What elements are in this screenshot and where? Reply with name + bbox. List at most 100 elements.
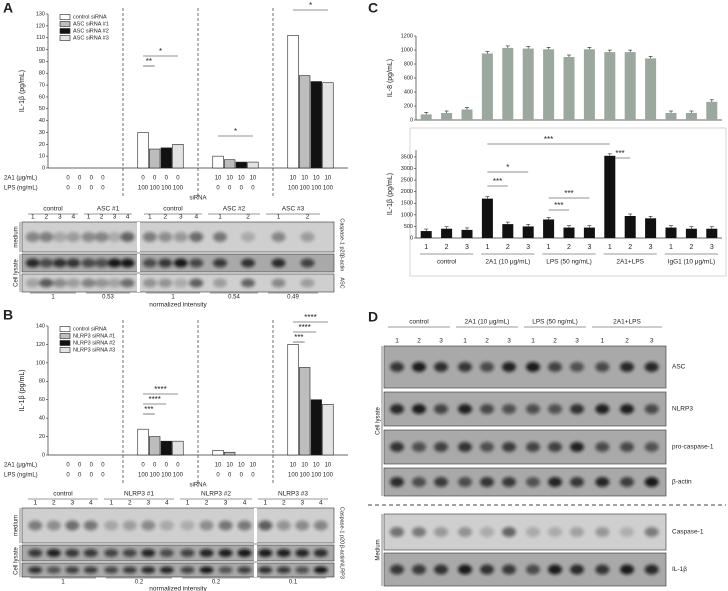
x-tick-label: 1 — [608, 244, 612, 251]
blot-band — [644, 527, 659, 537]
blot — [383, 513, 667, 551]
y-axis-label: IL-8 (pg/mL) — [387, 59, 394, 97]
blot-band — [434, 442, 448, 452]
blot-band — [141, 566, 156, 574]
blot-band — [390, 404, 404, 414]
bar — [481, 53, 493, 120]
row-value: 100 — [311, 473, 322, 479]
legend-label: NLRP3 siRNA #1 — [73, 333, 115, 339]
blot-band — [480, 362, 494, 372]
bar — [299, 367, 311, 456]
blot-band — [480, 442, 494, 452]
blot-band — [644, 404, 659, 414]
blot-band — [107, 258, 122, 268]
blot-band — [300, 258, 315, 268]
intensity-value: 1 — [61, 580, 65, 586]
blot-band — [120, 278, 135, 288]
intensity-value: 0.2 — [212, 580, 221, 586]
row-value: 0 — [216, 473, 220, 479]
blot-group-label: control — [409, 319, 429, 326]
intensity-value: 0.53 — [102, 295, 114, 301]
blot-row-label: Caspase-1 p20 — [339, 507, 345, 544]
bar — [299, 75, 311, 169]
blot-band — [199, 566, 214, 574]
blot-side-label: Cell lysate — [376, 407, 382, 435]
lane-label: 2 — [553, 338, 557, 345]
blot-band — [390, 442, 404, 452]
x-tick-label: 1 — [547, 244, 551, 251]
blot-band — [390, 477, 404, 487]
y-tick-label: 20 — [39, 434, 45, 440]
significance-label: ** — [146, 57, 152, 66]
blot-row-label: β-actin — [339, 255, 345, 272]
lane-label: 1 — [463, 338, 467, 345]
y-tick-label: 140 — [36, 323, 45, 329]
legend-label: ASC siRNA #2 — [73, 28, 109, 34]
blot — [383, 429, 667, 465]
y-tick-label: 60 — [39, 94, 45, 100]
blot-band — [65, 549, 80, 557]
row-value: 0 — [153, 463, 157, 469]
blot-band — [570, 564, 584, 575]
group-label: control — [437, 259, 457, 266]
blot-band — [46, 549, 61, 557]
blot-band — [81, 232, 96, 242]
row-label: 2A1 (μg/mL) — [4, 176, 37, 182]
blot-band — [458, 442, 472, 452]
blot-band — [570, 404, 584, 414]
lane-label: 2 — [52, 500, 56, 507]
blot-band — [213, 258, 227, 268]
blot-band — [66, 258, 81, 268]
significance-label: *** — [544, 135, 553, 144]
blot-side-label: medium — [14, 226, 20, 247]
blot-band — [189, 258, 204, 268]
row-value: 0 — [240, 473, 244, 479]
blot-band — [173, 232, 188, 242]
blot-band — [434, 564, 448, 575]
lane-label: 1 — [186, 500, 190, 507]
row-value: 0 — [165, 176, 169, 182]
blot-band — [570, 442, 584, 452]
lane-label: 2 — [205, 500, 209, 507]
x-tick-label: 2 — [445, 244, 449, 251]
blot-band — [502, 527, 516, 537]
blot-band — [104, 566, 119, 574]
blot-band — [39, 258, 54, 268]
blot-band — [412, 527, 426, 537]
row-value: 0 — [66, 176, 70, 182]
blot-band — [241, 258, 255, 268]
blot-band — [595, 404, 610, 414]
x-tick-label: 2 — [689, 244, 693, 251]
blot-group-label: 2A1 (10 μg/mL) — [465, 319, 510, 326]
legend-swatch — [59, 326, 71, 332]
blot — [383, 391, 667, 427]
bar — [224, 451, 236, 456]
blot-band — [199, 549, 214, 557]
bar — [160, 440, 172, 456]
blot-band — [120, 258, 135, 268]
row-value: 0 — [101, 176, 105, 182]
blot-band — [122, 549, 137, 557]
lane-label: 2 — [282, 500, 286, 507]
lane-label: 3 — [650, 338, 654, 345]
lane-label: 4 — [194, 214, 198, 221]
blot-side-label: medium — [14, 515, 20, 536]
lane-label: 3 — [179, 214, 183, 221]
blot-band — [412, 477, 426, 487]
blot-band — [28, 520, 43, 531]
y-axis-label: IL-1β (pg/mL) — [387, 173, 394, 215]
bar — [563, 227, 575, 238]
blot-band — [548, 477, 562, 487]
lane-label: 3 — [300, 500, 304, 507]
y-tick-label: 120 — [36, 342, 45, 348]
blot-band — [313, 520, 328, 531]
bar — [224, 159, 236, 169]
lane-label: 2 — [485, 338, 489, 345]
blot-band — [218, 549, 233, 557]
blot-band — [39, 232, 54, 242]
bar — [563, 57, 575, 120]
row-value: 0 — [216, 186, 220, 192]
blot-row-label: ASC — [339, 277, 345, 288]
intensity-value: 1 — [171, 295, 175, 301]
panel-letter: B — [3, 307, 13, 323]
